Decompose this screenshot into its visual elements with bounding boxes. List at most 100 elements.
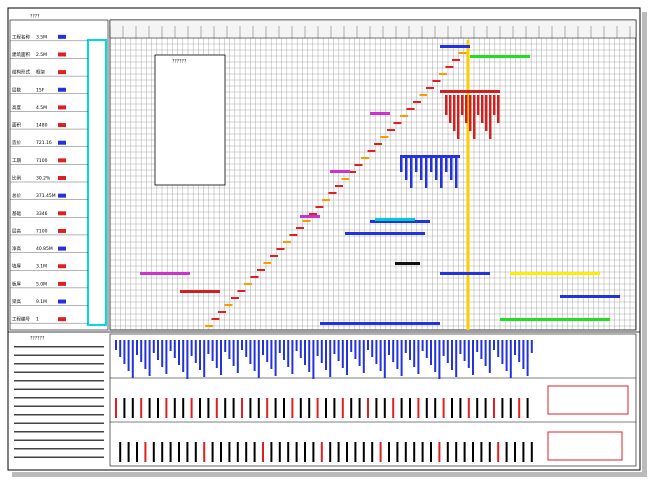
histogram-bar xyxy=(341,398,344,418)
summary-box xyxy=(547,431,623,461)
note-line xyxy=(14,439,104,441)
row-flag xyxy=(58,140,66,145)
histogram-bar xyxy=(442,340,445,356)
task-bar xyxy=(432,80,441,82)
note-line xyxy=(14,363,104,365)
histogram-bar xyxy=(425,398,428,418)
histogram-bar xyxy=(194,442,197,462)
histogram-bar xyxy=(291,398,294,418)
row-label: 总价 xyxy=(12,192,21,199)
hanging-bar xyxy=(473,95,476,139)
task-bar xyxy=(374,143,382,145)
histogram-bar xyxy=(131,340,134,378)
histogram-bar xyxy=(430,442,432,462)
histogram-bar xyxy=(371,340,374,357)
histogram-bar xyxy=(484,398,487,418)
histogram-bar xyxy=(140,340,143,362)
hanging-bar xyxy=(449,95,452,123)
note-line xyxy=(14,405,104,407)
histogram-bar xyxy=(157,398,159,418)
histogram-bar xyxy=(173,398,176,418)
histogram-bar xyxy=(383,340,386,378)
histogram-bar xyxy=(262,442,264,462)
histogram-bar xyxy=(480,340,483,359)
sheet-title: ???? xyxy=(30,14,40,20)
histogram-bar xyxy=(278,442,281,462)
histogram-bar xyxy=(530,340,533,353)
task-bar xyxy=(309,213,317,215)
histogram-bar xyxy=(371,442,374,462)
note-line xyxy=(14,414,104,416)
row-label: 工程编号 xyxy=(12,316,30,323)
histogram-bar xyxy=(379,340,382,371)
row-label: 工程名称 xyxy=(12,33,30,40)
shadow-bottom xyxy=(12,472,647,477)
histogram-bar xyxy=(413,340,416,367)
histogram-bar xyxy=(199,340,201,370)
histogram-bar xyxy=(518,398,521,418)
task-bar xyxy=(250,276,259,278)
histogram-bar xyxy=(530,442,533,462)
histogram-bar xyxy=(165,340,168,374)
row-label: 面积 xyxy=(12,122,21,129)
hanging-bar xyxy=(485,95,488,131)
task-bar xyxy=(440,90,500,93)
note-line xyxy=(14,422,104,424)
task-bar xyxy=(345,232,425,235)
histogram-bar xyxy=(375,340,378,364)
histogram-bar xyxy=(409,340,411,360)
histogram-bar xyxy=(257,398,260,418)
histogram-bar xyxy=(325,340,327,370)
hanging-bar xyxy=(440,157,443,188)
histogram-bar xyxy=(320,442,323,462)
shadow-right xyxy=(642,12,647,474)
histogram-bar xyxy=(514,442,516,462)
hanging-bar xyxy=(445,157,448,172)
histogram-bar xyxy=(144,442,147,462)
task-bar xyxy=(237,290,246,292)
histogram-bar xyxy=(127,340,130,371)
histogram-bar xyxy=(148,340,151,376)
row-flag xyxy=(58,34,66,39)
histogram-bar xyxy=(224,340,227,352)
task-bar xyxy=(263,262,272,264)
histogram-bar xyxy=(484,340,487,366)
histogram-bar xyxy=(119,442,122,462)
hanging-bar xyxy=(489,95,492,139)
histogram-bar xyxy=(467,398,470,418)
histogram-bar xyxy=(245,340,248,357)
row-label: 建筑面积 xyxy=(12,51,30,58)
histogram-bar xyxy=(152,340,155,353)
histogram-bar xyxy=(278,340,281,353)
task-bar xyxy=(270,255,278,257)
hanging-bar xyxy=(425,157,428,188)
histogram-bar xyxy=(446,340,449,363)
histogram-bar xyxy=(295,442,298,462)
histogram-bar xyxy=(262,340,264,355)
hanging-bar xyxy=(405,157,408,180)
row-label: 层高 xyxy=(12,227,21,234)
histogram-bar xyxy=(295,340,298,351)
histogram-bar xyxy=(362,340,365,373)
hanging-bar xyxy=(445,95,448,115)
cyan-column xyxy=(87,39,107,326)
histogram-bar xyxy=(270,340,273,369)
histogram-bar xyxy=(379,442,382,462)
histogram-bar xyxy=(325,398,327,418)
histogram-bar xyxy=(127,442,130,462)
histogram-bar xyxy=(203,340,206,377)
histogram-bar xyxy=(446,442,449,462)
task-bar xyxy=(406,108,415,110)
note-line xyxy=(14,388,104,390)
histogram-bar xyxy=(409,398,411,418)
histogram-bar xyxy=(228,340,231,359)
histogram-bar xyxy=(329,340,332,377)
row-value: 3.1M xyxy=(36,264,47,270)
histogram-bar xyxy=(190,398,193,418)
notes-title: ?????? xyxy=(30,336,45,342)
row-label: 造价 xyxy=(12,139,21,146)
histogram-bar xyxy=(178,340,180,365)
histogram-bar xyxy=(337,340,340,361)
histogram-bar xyxy=(459,398,462,418)
row-value: 721.16 xyxy=(36,140,52,146)
